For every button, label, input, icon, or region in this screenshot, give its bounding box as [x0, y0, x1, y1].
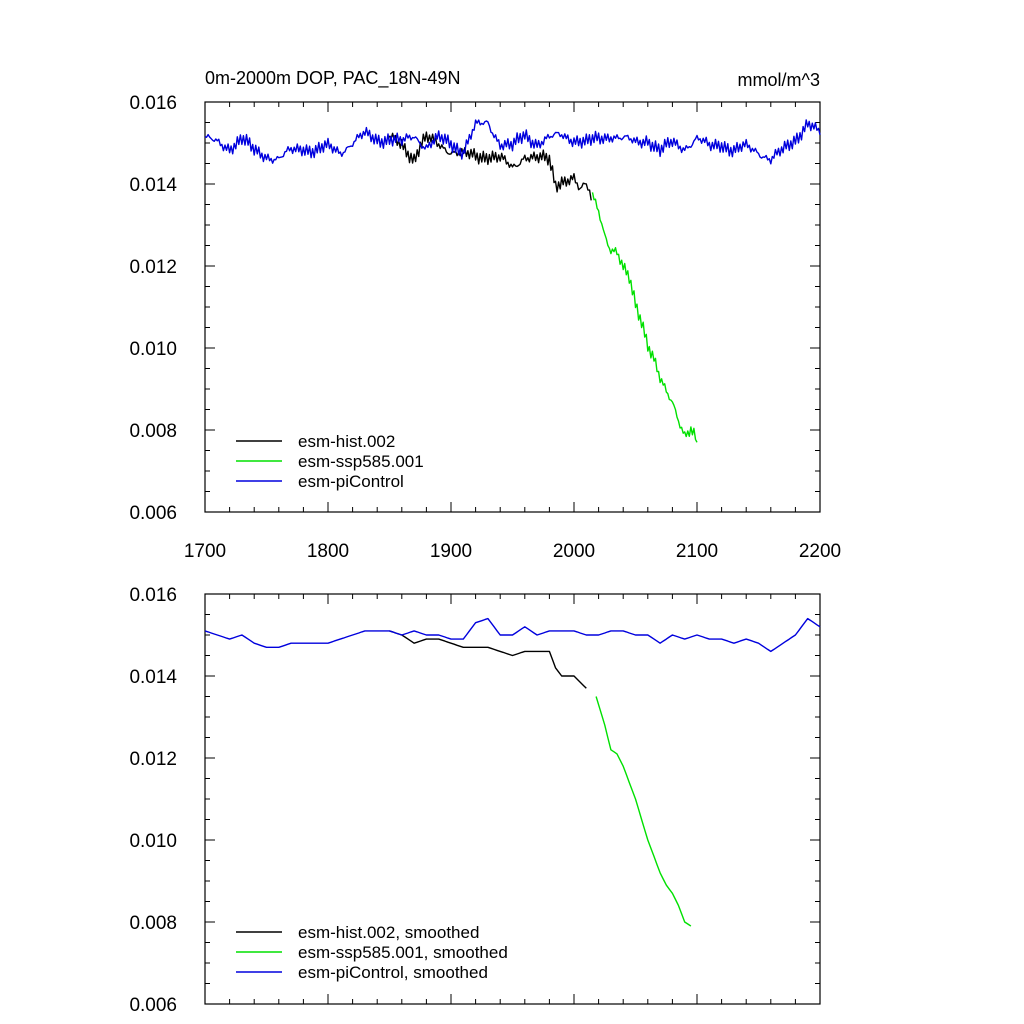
legend-label: esm-piControl — [298, 472, 404, 491]
y-tick-label: 0.016 — [129, 93, 177, 114]
y-tick-label: 0.008 — [129, 421, 177, 442]
y-tick-label: 0.006 — [129, 995, 177, 1016]
legend-label: esm-ssp585.001, smoothed — [298, 943, 508, 962]
legend-label: esm-piControl, smoothed — [298, 963, 488, 982]
chart-title: 0m-2000m DOP, PAC_18N-49N — [205, 68, 460, 89]
y-tick-label: 0.008 — [129, 913, 177, 934]
units-label: mmol/m^3 — [738, 70, 820, 90]
series-line-3 — [204, 119, 821, 165]
x-tick-label: 2000 — [553, 541, 595, 562]
x-tick-label: 1900 — [430, 541, 472, 562]
x-tick-label: 2200 — [799, 541, 841, 562]
y-tick-label: 0.016 — [129, 585, 177, 606]
y-tick-label: 0.010 — [129, 339, 177, 360]
series-line-2 — [591, 192, 698, 443]
legend-label: esm-hist.002 — [298, 432, 395, 451]
y-tick-label: 0.014 — [129, 175, 177, 196]
legend-label: esm-hist.002, smoothed — [298, 923, 479, 942]
x-tick-label: 1800 — [307, 541, 349, 562]
y-tick-label: 0.010 — [129, 831, 177, 852]
x-tick-label: 2100 — [676, 541, 718, 562]
legend-label: esm-ssp585.001 — [298, 452, 424, 471]
y-tick-label: 0.006 — [129, 503, 177, 524]
bottom-panel: 0.006 0.008 0.010 0.012 0.014 0.016 esm-hist.0… — [129, 585, 821, 1016]
series-line-2 — [595, 696, 692, 927]
y-tick-label: 0.012 — [129, 257, 177, 278]
series-line-1 — [389, 630, 587, 689]
x-tick-label: 1700 — [184, 541, 226, 562]
y-tick-label: 0.012 — [129, 749, 177, 770]
top-panel: 0m-2000m DOP, PAC_18N-49N mmol/m^3 0.006… — [129, 68, 841, 562]
series-line-1 — [388, 131, 592, 201]
y-tick-label: 0.014 — [129, 667, 177, 688]
series-line-3 — [204, 617, 821, 653]
